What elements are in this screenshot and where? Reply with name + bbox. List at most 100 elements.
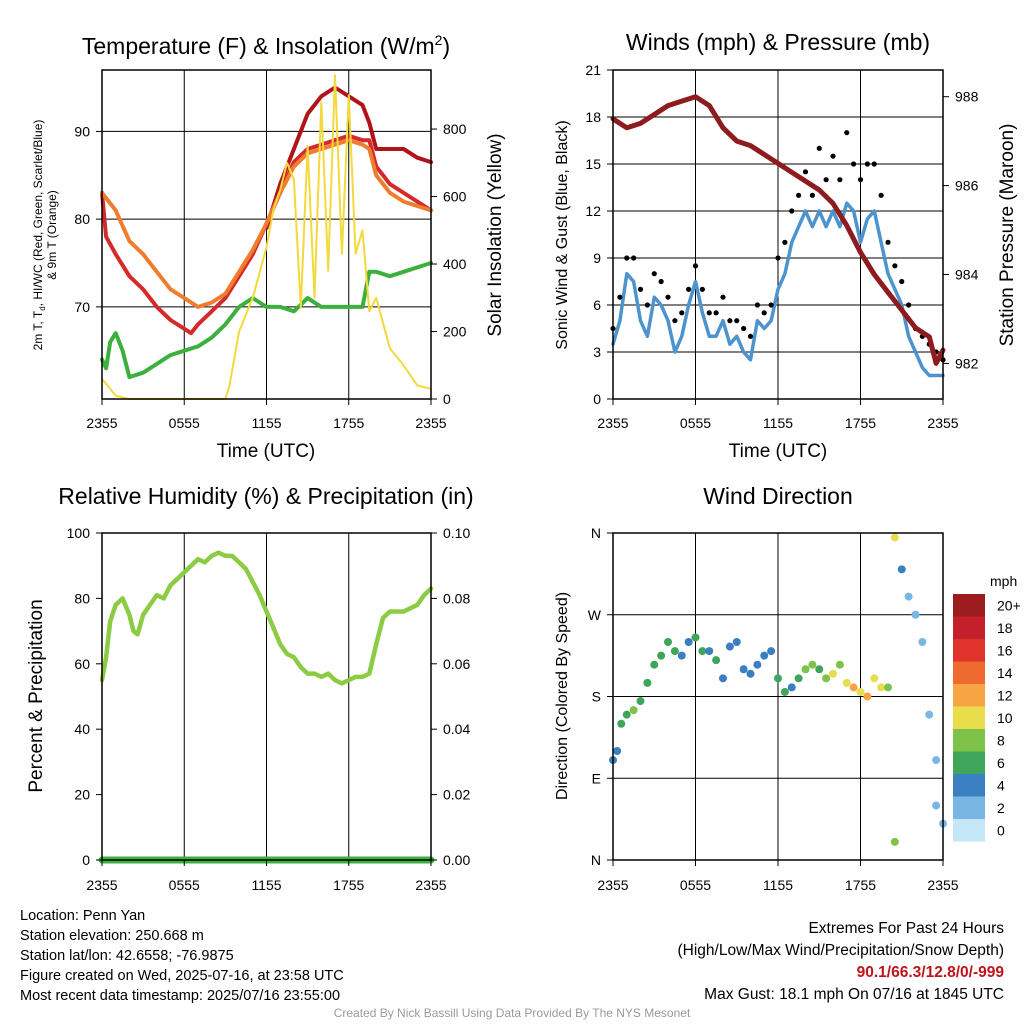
gust-point: [830, 153, 836, 159]
gust-point: [617, 294, 623, 300]
x-tick-label: 1155: [251, 415, 281, 431]
y-tick-label: 80: [74, 590, 90, 606]
station-info: Location: Penn Yan Station elevation: 25…: [20, 906, 344, 1006]
gust-point: [741, 325, 747, 332]
colorbar-label: 8: [997, 732, 1005, 748]
gust-point: [809, 192, 815, 198]
direction-point: [863, 692, 872, 701]
x-tick-label: 2355: [597, 415, 628, 431]
dir-gridlines: [612, 533, 944, 860]
colorbar-swatch: [953, 774, 985, 797]
y-tick-label: 0.00: [443, 852, 470, 868]
direction-point: [808, 660, 817, 669]
y-tick-label: 0: [443, 391, 451, 407]
credit-text: Created By Nick Bassill Using Data Provi…: [333, 1006, 691, 1020]
x-tick-label: 1155: [763, 415, 793, 431]
direction-point: [767, 647, 776, 656]
colorbar-swatch: [953, 706, 985, 729]
direction-point: [774, 674, 782, 683]
rh-axes: 0 20 40 60 80 100 0.00 0.02 0.04 0.06 0.08 0.10 2355…: [67, 525, 471, 893]
rh-ylabel-left: Percent & Precipitation: [26, 599, 47, 792]
direction-point: [622, 710, 631, 719]
direction-point: [698, 647, 707, 656]
y-tick-label: 0.04: [443, 721, 470, 737]
gust-point: [892, 263, 898, 269]
y-tick-label: 400: [443, 256, 467, 272]
x-tick-label: 0555: [169, 877, 200, 893]
direction-point: [712, 656, 721, 665]
y-tick-label: 70: [74, 299, 90, 315]
y-tick-label: 0: [593, 391, 601, 407]
temp-axes: 70 80 90 0 200 400 600 800 2355 0555 1155 1755 2355: [74, 121, 466, 431]
location-text: Location: Penn Yan: [20, 908, 146, 924]
direction-point: [870, 674, 879, 683]
gust-point: [871, 161, 877, 167]
direction-point: [787, 683, 796, 692]
direction-point: [636, 697, 645, 706]
gust-point: [837, 177, 843, 183]
x-tick-label: 1155: [251, 877, 281, 893]
y-tick-label: 0.10: [443, 525, 470, 541]
direction-point: [643, 678, 652, 687]
y-tick-label: 9: [593, 250, 601, 266]
gust-point: [706, 310, 712, 316]
direction-point: [801, 665, 810, 674]
gust-point: [802, 169, 809, 175]
colorbar-label: 20+: [997, 597, 1021, 613]
x-tick-label: 2355: [86, 415, 117, 431]
colorbar-label: 2: [997, 800, 1005, 816]
elevation-text: Station elevation: 250.668 m: [20, 928, 204, 944]
y-tick-label: 3: [593, 344, 601, 360]
colorbar-label: 10: [997, 710, 1013, 726]
gust-point: [782, 239, 788, 245]
y-tick-label: 40: [74, 721, 90, 737]
y-tick-label: 988: [955, 89, 979, 105]
direction-point: [932, 756, 941, 765]
direction-point: [829, 669, 837, 678]
x-tick-label: 1755: [333, 415, 364, 431]
x-tick-label: 1155: [763, 877, 793, 893]
x-tick-label: 2355: [415, 415, 446, 431]
gust-point: [844, 130, 850, 136]
wind-gridlines: [612, 70, 944, 399]
y-tick-label: 200: [443, 324, 467, 340]
gust-point: [672, 318, 678, 324]
gust-point: [747, 333, 754, 339]
direction-point: [856, 687, 865, 696]
x-tick-label: 2355: [415, 877, 446, 893]
station-pressure-line: [610, 94, 946, 366]
gust-point: [816, 145, 822, 151]
gust-point: [720, 294, 726, 300]
relative-humidity-line: [99, 550, 434, 686]
temp-ylabel-left: 2m T, Td, HI/WC (Red, Green, Scarlet/Blu…: [31, 120, 47, 351]
direction-point: [684, 638, 693, 646]
gust-point: [878, 192, 884, 198]
x-tick-label: 2355: [927, 415, 958, 431]
recent-text: Most recent data timestamp: 2025/07/16 2…: [20, 988, 341, 1004]
direction-point: [835, 660, 844, 669]
colorbar-swatch: [953, 594, 985, 617]
direction-point: [849, 683, 858, 692]
direction-point: [617, 719, 626, 728]
gust-point: [864, 161, 870, 167]
colorbar-swatch: [953, 729, 985, 752]
rh-title: Relative Humidity (%) & Precipitation (i…: [58, 483, 473, 509]
direction-point: [746, 669, 755, 678]
direction-point: [877, 683, 886, 692]
temp-ylabel-left-2: & 9m T (Orange): [45, 190, 59, 280]
y-tick-label: 6: [593, 297, 601, 313]
y-tick-label: 982: [955, 355, 979, 371]
direction-point: [932, 801, 941, 810]
hi-wc-line: [264, 85, 433, 230]
y-tick-label: 12: [585, 203, 601, 219]
direction-point: [925, 710, 934, 719]
x-tick-label: 2355: [927, 877, 958, 893]
x-tick-label: 1755: [845, 877, 876, 893]
y-tick-label: 986: [955, 178, 979, 194]
max-gust-text: Max Gust: 18.1 mph On 07/16 at 1845 UTC: [704, 986, 1004, 1003]
gust-point: [768, 302, 774, 308]
gust-point: [775, 255, 781, 261]
gust-point: [906, 302, 912, 308]
temp-ylabel-right: Solar Insolation (Yellow): [485, 133, 506, 336]
direction-point: [897, 565, 906, 574]
